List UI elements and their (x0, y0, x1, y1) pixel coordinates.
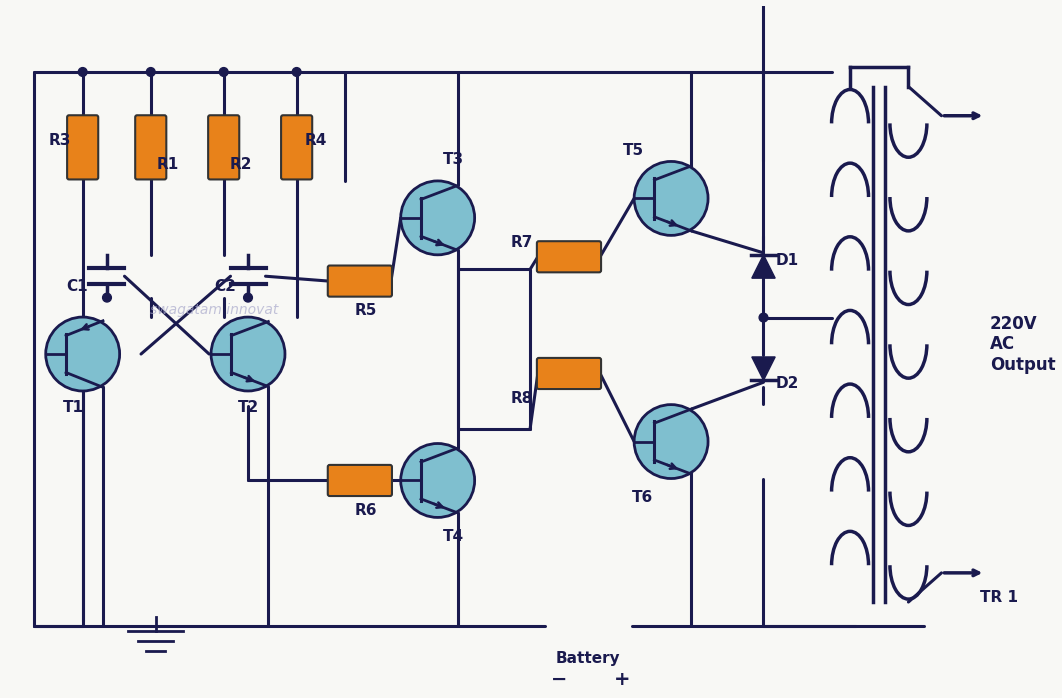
Polygon shape (752, 255, 775, 279)
Text: T5: T5 (622, 142, 644, 158)
Text: TR 1: TR 1 (980, 590, 1018, 605)
Circle shape (46, 317, 120, 391)
Circle shape (147, 68, 155, 76)
Text: C1: C1 (66, 279, 88, 294)
Text: +: + (614, 670, 631, 689)
Text: R6: R6 (355, 503, 377, 517)
Text: C2: C2 (213, 279, 236, 294)
Text: D2: D2 (775, 376, 799, 391)
FancyBboxPatch shape (208, 115, 239, 179)
Text: R2: R2 (229, 157, 252, 172)
FancyBboxPatch shape (281, 115, 312, 179)
Text: 220V
AC
Output: 220V AC Output (990, 315, 1056, 374)
Text: R3: R3 (49, 133, 71, 148)
Circle shape (634, 161, 708, 235)
Text: T2: T2 (238, 401, 259, 415)
Text: T3: T3 (443, 152, 464, 168)
Text: Battery: Battery (556, 651, 621, 666)
Circle shape (103, 293, 112, 302)
Circle shape (634, 405, 708, 479)
Text: R1: R1 (156, 157, 178, 172)
FancyBboxPatch shape (537, 242, 601, 272)
Text: swagatam innovat: swagatam innovat (150, 303, 278, 318)
FancyBboxPatch shape (537, 358, 601, 389)
FancyBboxPatch shape (328, 465, 392, 496)
FancyBboxPatch shape (67, 115, 98, 179)
Text: R5: R5 (355, 303, 377, 318)
Circle shape (292, 68, 301, 76)
Text: R7: R7 (511, 235, 533, 250)
FancyBboxPatch shape (135, 115, 167, 179)
Circle shape (243, 293, 253, 302)
Circle shape (400, 181, 475, 255)
Text: T6: T6 (632, 490, 653, 505)
Circle shape (79, 68, 87, 76)
Circle shape (211, 317, 285, 391)
Polygon shape (752, 357, 775, 380)
FancyBboxPatch shape (328, 265, 392, 297)
Circle shape (759, 313, 768, 322)
Text: R4: R4 (305, 133, 327, 148)
Text: T4: T4 (443, 529, 464, 544)
Text: R8: R8 (511, 391, 533, 406)
Text: D1: D1 (775, 253, 799, 267)
Text: −: − (551, 670, 567, 689)
Circle shape (220, 68, 228, 76)
Circle shape (400, 443, 475, 517)
Text: T1: T1 (64, 401, 84, 415)
